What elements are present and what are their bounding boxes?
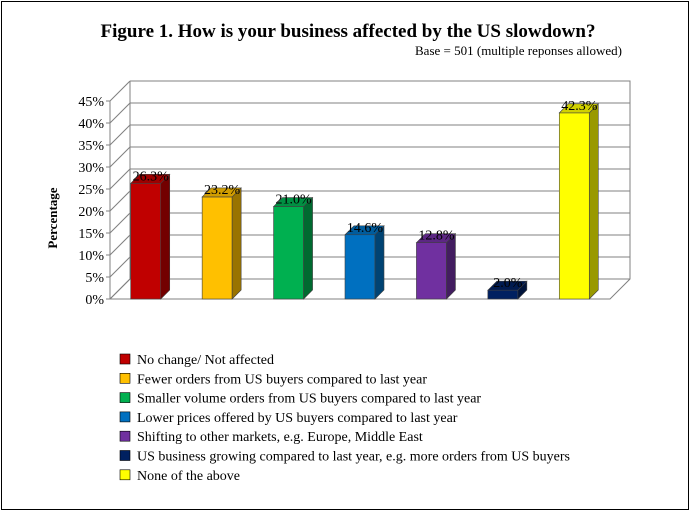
data-label: 23.2% — [204, 183, 241, 198]
bar-front — [487, 289, 519, 300]
y-tick-label: 15% — [78, 227, 104, 242]
y-tick-label: 5% — [85, 271, 104, 286]
legend-label: US business growing compared to last yea… — [137, 450, 570, 465]
bar-side — [231, 187, 242, 300]
bar-side — [374, 225, 385, 300]
y-tick-label: 40% — [78, 117, 104, 132]
bar-top — [487, 280, 528, 291]
bar-side — [588, 103, 599, 300]
gridline-side — [109, 212, 131, 234]
plot-area: 0% 5% 10% 15% 20% 25% 30% 35% 40% 45% 26.3% 23.2% 21… — [78, 80, 631, 308]
chart-title: Figure 1. How is your business affected … — [101, 21, 596, 42]
bar-top — [201, 187, 242, 198]
gridline-side — [109, 190, 131, 212]
legend-swatch — [119, 411, 131, 423]
legend-swatch — [119, 353, 131, 365]
bar-front — [130, 182, 162, 300]
bar-6 — [487, 280, 528, 300]
legend-label: None of the above — [137, 469, 240, 484]
bar-front — [344, 234, 376, 300]
bar-front — [201, 196, 233, 300]
gridline-side — [109, 278, 131, 300]
legend-item: US business growing compared to last yea… — [119, 450, 570, 465]
gridline-side — [109, 168, 131, 190]
bar-top — [344, 225, 385, 236]
data-label: 42.3% — [561, 99, 598, 114]
y-tick-label: 45% — [78, 95, 104, 110]
legend-label: Smaller volume orders from US buyers com… — [137, 392, 481, 407]
y-tick-label: 10% — [78, 249, 104, 264]
legend-swatch — [119, 450, 131, 461]
data-label: 21.0% — [275, 193, 312, 208]
data-label: 26.3% — [133, 169, 170, 184]
bar-front — [416, 242, 447, 300]
legend: No change/ Not affected Fewer orders from… — [119, 353, 570, 484]
legend-item: Lower prices offered by US buyers compar… — [119, 411, 458, 426]
bar-7 — [558, 103, 600, 300]
legend-item: No change/ Not affected — [119, 353, 274, 368]
y-tick-label: 0% — [85, 293, 104, 308]
gridline-side — [109, 256, 131, 278]
legend-swatch — [119, 392, 131, 403]
gridline-side — [109, 146, 131, 168]
bar-top — [558, 103, 600, 114]
data-label: 12.8% — [418, 229, 455, 244]
bar-top — [415, 233, 457, 243]
bar-5 — [415, 232, 457, 300]
legend-label: Fewer orders from US buyers compared to … — [137, 372, 427, 387]
legend-swatch — [119, 372, 131, 384]
bar-3 — [272, 196, 314, 300]
legend-item: Shifting to other markets, e.g. Europe, … — [119, 430, 423, 445]
legend-swatch — [119, 430, 131, 442]
legend-item: Fewer orders from US buyers compared to … — [119, 372, 427, 387]
gridline-side — [109, 124, 131, 146]
bar-side — [160, 173, 171, 300]
legend-label: No change/ Not affected — [137, 353, 274, 368]
y-axis-label: Percentage — [45, 187, 60, 248]
data-label: 14.6% — [347, 221, 384, 236]
gridline-side — [109, 102, 131, 124]
chart-subtitle: Base = 501 (multiple reponses allowed) — [415, 43, 622, 58]
bar-top — [129, 173, 171, 184]
bar-2 — [201, 187, 242, 300]
gridline-side — [109, 80, 131, 102]
y-tick-label: 35% — [78, 139, 104, 154]
bar-top — [272, 197, 314, 207]
bar-4 — [344, 225, 385, 300]
legend-label: Shifting to other markets, e.g. Europe, … — [137, 430, 423, 445]
legend-item: None of the above — [119, 469, 240, 484]
bar-front — [558, 112, 590, 300]
y-tick-label: 30% — [78, 161, 104, 176]
legend-label: Lower prices offered by US buyers compar… — [137, 411, 458, 426]
gridline-side — [109, 234, 131, 256]
bar-1 — [129, 173, 171, 300]
legend-swatch — [119, 469, 131, 481]
y-tick-label: 20% — [78, 205, 104, 220]
y-tick-label: 25% — [78, 183, 104, 198]
bar-side — [303, 196, 313, 300]
legend-item: Smaller volume orders from US buyers com… — [119, 392, 481, 407]
data-label: 2.0% — [493, 276, 523, 291]
bar-front — [273, 206, 304, 300]
